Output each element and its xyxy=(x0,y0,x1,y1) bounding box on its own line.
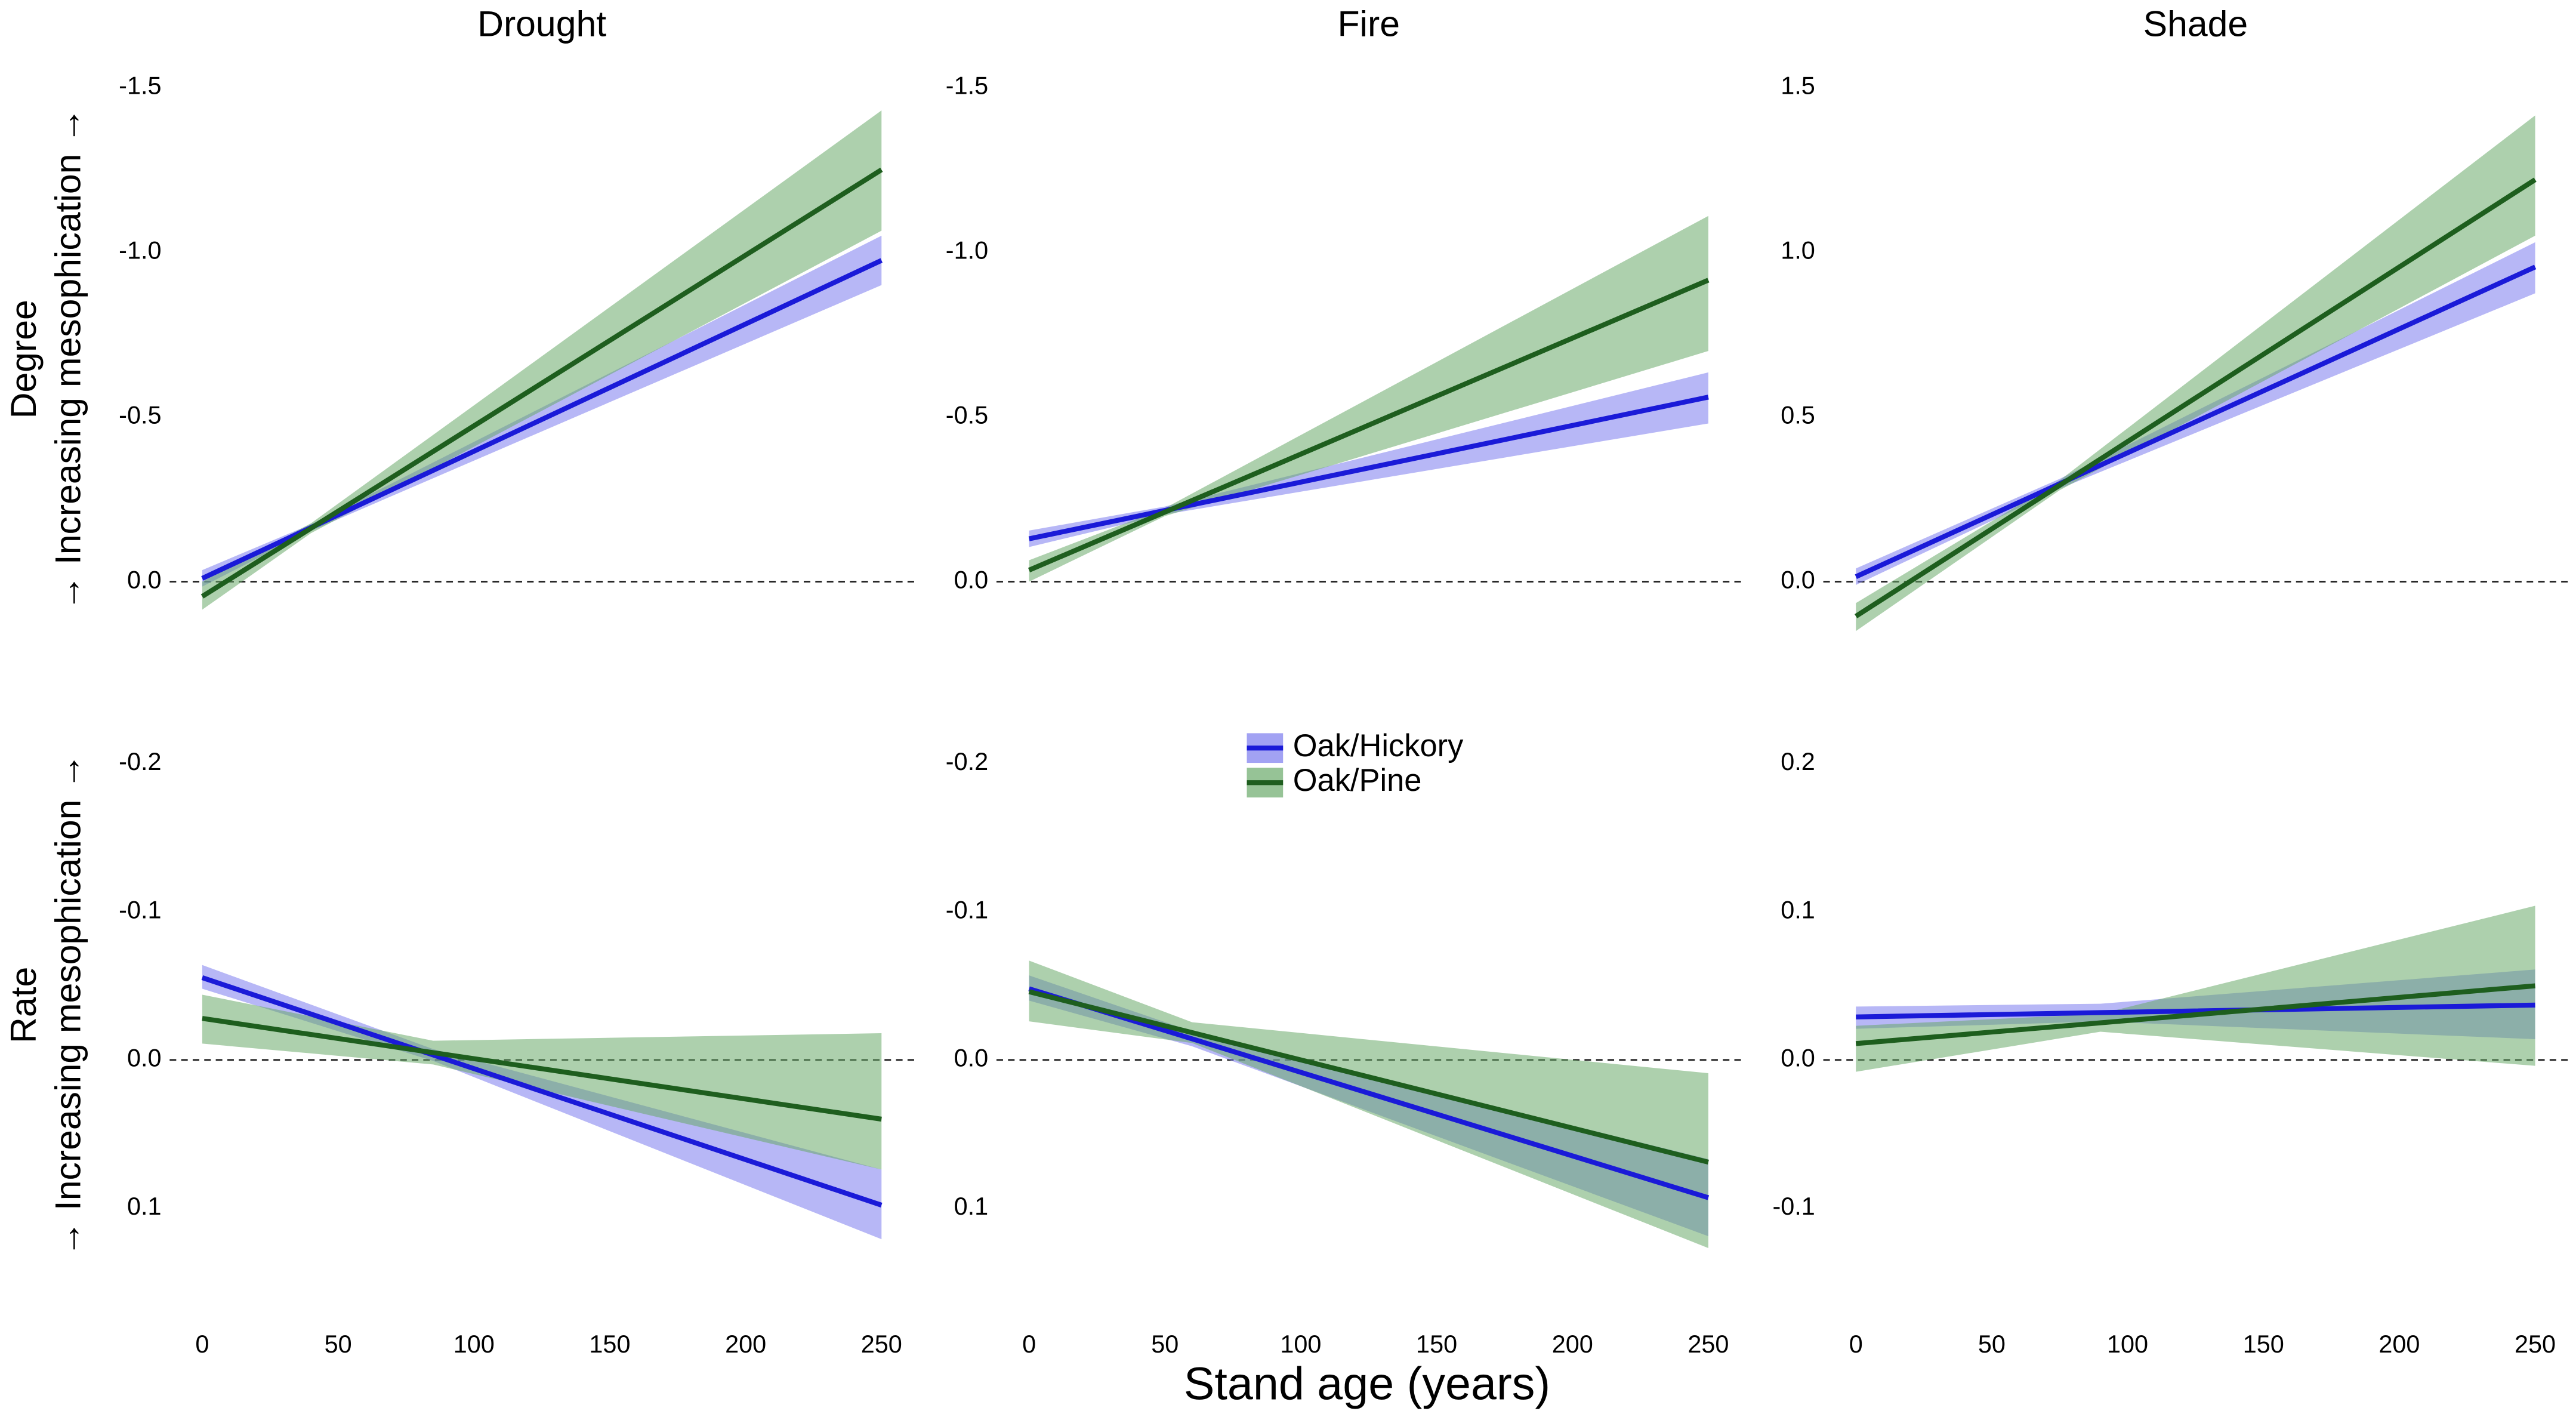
y-tick-label: -0.2 xyxy=(119,748,161,775)
y-tick-label: 1.0 xyxy=(1781,236,1815,264)
panel-title: Drought xyxy=(477,3,606,44)
x-tick-label: 0 xyxy=(1022,1330,1036,1358)
y-tick-label: 0.0 xyxy=(1781,566,1815,593)
y-tick-label: 0.0 xyxy=(127,1045,162,1072)
trend-line xyxy=(202,1016,882,1122)
confidence-band xyxy=(1856,115,2535,632)
x-tick-label: 0 xyxy=(195,1330,209,1358)
y-axis-label: Degree xyxy=(3,300,44,418)
y-tick-label: 1.5 xyxy=(1781,72,1815,99)
y-tick-label: 0.0 xyxy=(954,1045,989,1072)
y-axis-label: Rate xyxy=(3,967,44,1043)
y-tick-label: -1.5 xyxy=(946,72,988,99)
confidence-band xyxy=(1029,960,1708,1249)
y-tick-label: -0.2 xyxy=(946,748,988,775)
x-tick-label: 150 xyxy=(589,1330,630,1358)
panel-title: Fire xyxy=(1337,3,1400,44)
confidence-band xyxy=(202,110,882,610)
x-tick-label: 0 xyxy=(1849,1330,1863,1358)
x-tick-label: 250 xyxy=(861,1330,902,1358)
x-tick-label: 150 xyxy=(1416,1330,1457,1358)
x-tick-label: 50 xyxy=(1978,1330,2006,1358)
x-axis-label: Stand age (years) xyxy=(1184,1359,1550,1410)
x-tick-label: 250 xyxy=(1687,1330,1729,1358)
x-tick-label: 100 xyxy=(454,1330,495,1358)
trend-line xyxy=(1028,989,1709,1165)
confidence-band xyxy=(1029,215,1708,582)
trend-line xyxy=(1856,1002,2535,1019)
x-tick-label: 100 xyxy=(1280,1330,1321,1358)
x-tick-label: 150 xyxy=(2243,1330,2284,1358)
y-tick-label: -1.0 xyxy=(119,236,161,264)
legend-label: Oak/Pine xyxy=(1293,763,1422,798)
panel-title: Shade xyxy=(2143,3,2248,44)
x-tick-label: 50 xyxy=(1151,1330,1179,1358)
x-tick-label: 200 xyxy=(2378,1330,2420,1358)
trend-line xyxy=(1855,264,2537,579)
y-tick-label: 0.1 xyxy=(1781,896,1815,923)
y-tick-label: -1.0 xyxy=(946,236,988,264)
y-axis-label: → Increasing mesophication → xyxy=(48,753,88,1257)
legend-label: Oak/Hickory xyxy=(1293,729,1464,763)
confidence-band xyxy=(202,994,882,1170)
y-tick-label: 0.1 xyxy=(127,1193,162,1220)
confidence-band xyxy=(1856,905,2535,1072)
y-tick-label: 0.0 xyxy=(954,566,989,593)
trend-line xyxy=(200,167,883,599)
y-tick-label: -0.1 xyxy=(119,896,161,923)
trend-line xyxy=(1855,983,2535,1046)
y-axis-label: → Increasing mesophication → xyxy=(48,107,88,611)
y-tick-label: 0.2 xyxy=(1781,748,1815,775)
y-tick-label: 0.1 xyxy=(954,1193,989,1220)
y-tick-label: -0.5 xyxy=(946,401,988,429)
y-tick-label: 0.5 xyxy=(1781,401,1815,429)
y-tick-label: 0.0 xyxy=(127,566,162,593)
y-tick-label: -0.1 xyxy=(946,896,988,923)
y-tick-label: -1.5 xyxy=(119,72,161,99)
x-tick-label: 200 xyxy=(1552,1330,1593,1358)
x-tick-label: 100 xyxy=(2107,1330,2148,1358)
x-tick-label: 200 xyxy=(725,1330,766,1358)
trend-line xyxy=(1854,177,2537,618)
x-tick-label: 250 xyxy=(2515,1330,2556,1358)
y-tick-label: 0.0 xyxy=(1781,1045,1815,1072)
y-tick-label: -0.1 xyxy=(1772,1193,1815,1220)
y-tick-label: -0.5 xyxy=(119,401,161,429)
trend-line xyxy=(1028,278,1710,572)
x-tick-label: 50 xyxy=(325,1330,352,1358)
